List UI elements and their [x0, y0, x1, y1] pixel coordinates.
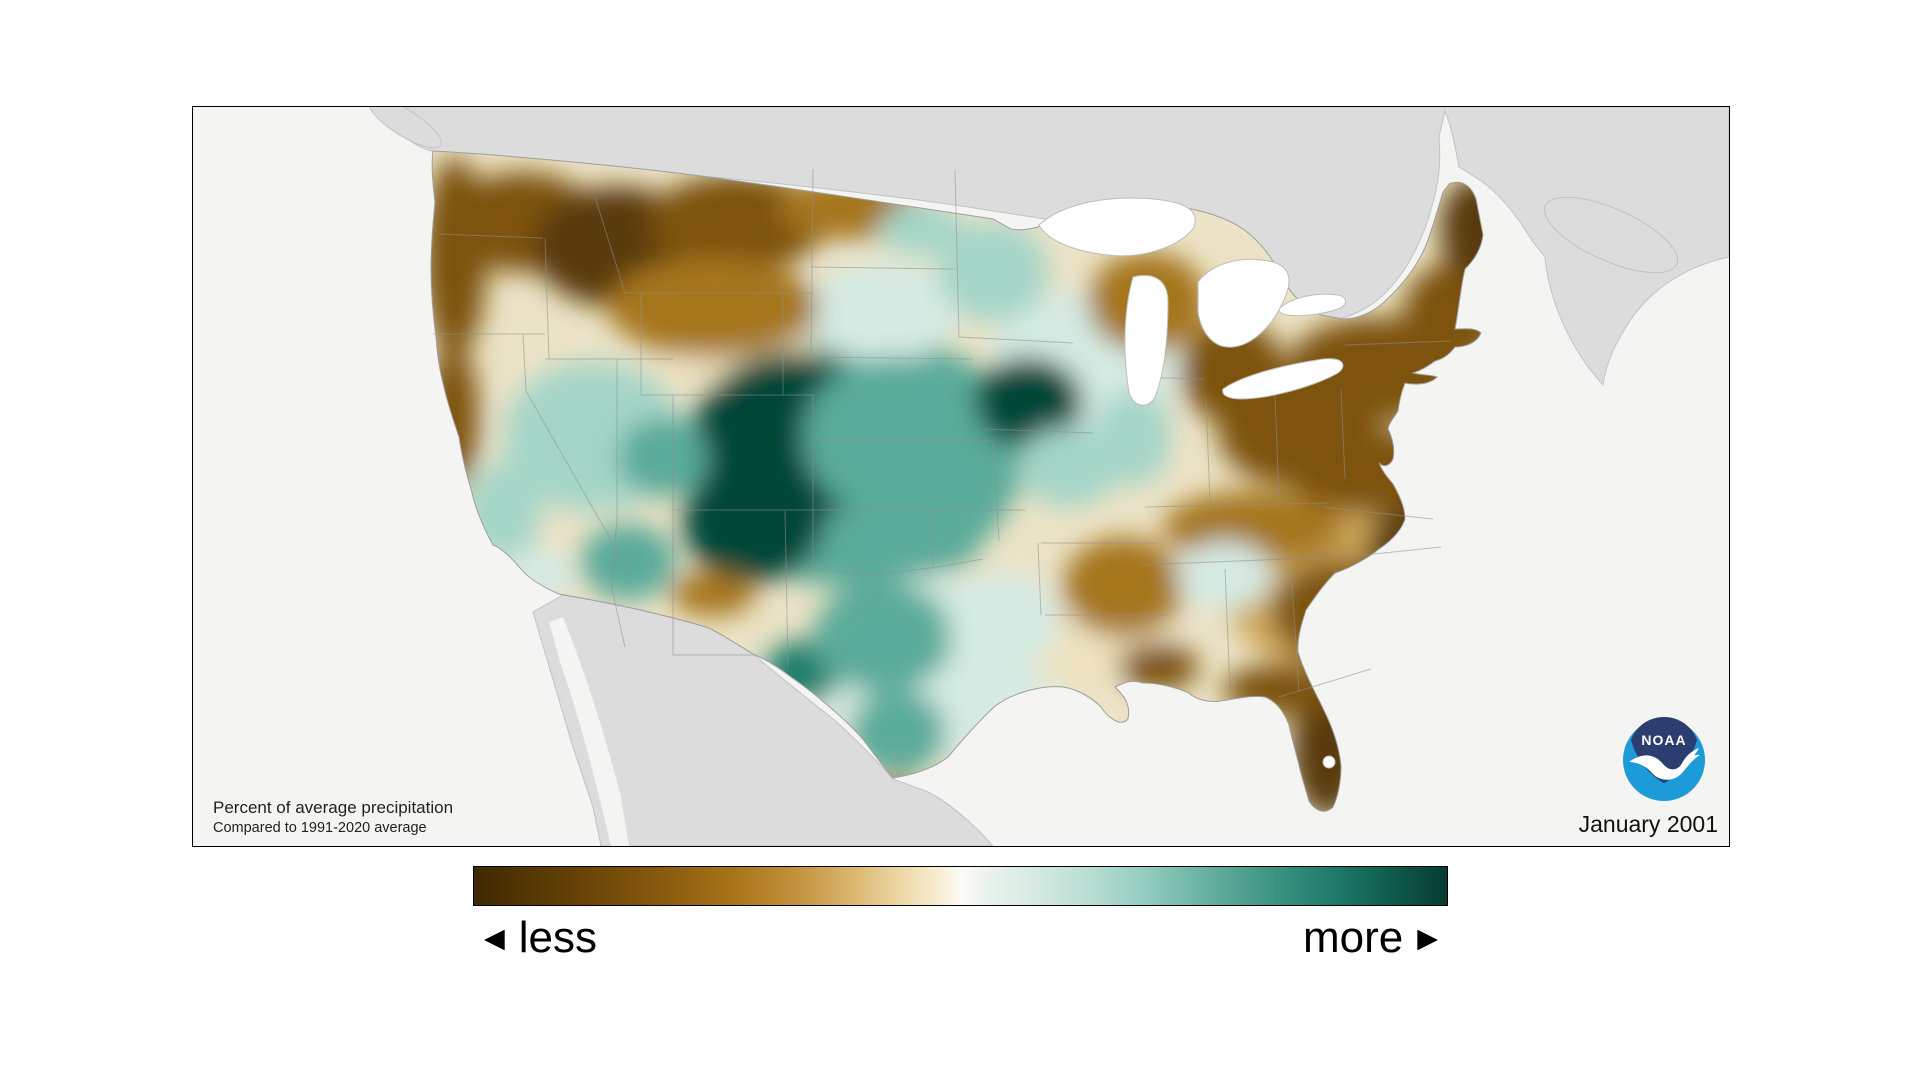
region-california-south — [500, 549, 576, 601]
region-louisiana-delta — [1118, 643, 1198, 691]
state-border-line — [522, 333, 632, 576]
state-border-line — [784, 510, 789, 668]
state-border-line — [438, 233, 544, 239]
state-border-line — [1205, 396, 1211, 504]
region-georgia-dry — [1271, 560, 1415, 664]
noaa-logo: NOAA — [1623, 717, 1705, 801]
region-florida-panhandle — [1223, 664, 1343, 716]
state-border-line — [544, 237, 550, 360]
state-border-line — [610, 520, 626, 648]
region-texas-east-light — [948, 572, 1058, 672]
region-arizona — [580, 524, 676, 600]
state-border-line — [1290, 568, 1300, 693]
legend-more-label: more ▶ — [1303, 910, 1438, 966]
state-border-line — [1037, 542, 1042, 616]
region-carolina-coast-dark — [1366, 503, 1483, 587]
region-california-central — [465, 464, 541, 560]
region-missouri — [1018, 427, 1118, 507]
region-oklahoma — [863, 499, 983, 575]
state-border-line — [810, 266, 956, 270]
state-border-line — [810, 168, 814, 358]
lake-superior — [1038, 197, 1196, 257]
region-texas-south — [850, 690, 946, 774]
state-border-line — [982, 428, 1094, 434]
legend-more-text: more — [1302, 913, 1404, 962]
state-border-line — [992, 440, 1000, 542]
less-arrow-icon: ◀ — [484, 922, 505, 953]
precipitation-map-panel: Percent of average precipitation Compare… — [192, 106, 1730, 847]
region-texas-central — [813, 582, 953, 692]
region-iowa-dark — [973, 357, 1083, 447]
region-dakotas-wash — [808, 262, 958, 362]
map-caption: Percent of average precipitation Compare… — [213, 797, 453, 838]
more-arrow-icon: ▶ — [1417, 922, 1438, 953]
lake-erie — [1222, 358, 1344, 400]
lake-michigan — [1124, 275, 1169, 406]
noaa-seagull-icon — [1629, 754, 1700, 780]
legend-less-text: less — [518, 913, 598, 962]
region-north-california-coast — [431, 345, 479, 489]
state-border-line — [1224, 568, 1231, 690]
state-borders — [433, 168, 1452, 698]
lake-okeechobee — [1322, 755, 1336, 769]
lake-huron — [1197, 258, 1290, 348]
state-border-line — [594, 196, 626, 294]
nova-scotia — [1543, 196, 1679, 274]
state-border-line — [958, 336, 1074, 344]
state-border-line — [810, 438, 994, 442]
noaa-seagull-wing-icon — [1681, 748, 1699, 765]
legend-less-label: ◀ less — [484, 910, 597, 966]
date-label: January 2001 — [1578, 811, 1718, 837]
map-svg — [368, 107, 1729, 846]
state-border-line — [1344, 340, 1452, 346]
region-minnesota-west — [938, 222, 1048, 322]
state-border-line — [1140, 556, 1334, 566]
state-border-line — [1144, 502, 1329, 508]
region-newmexico-border-dry — [671, 572, 755, 616]
region-montana-wyoming — [608, 257, 818, 357]
vancouver-island — [368, 107, 442, 149]
state-border-line — [954, 170, 960, 338]
caption-title: Percent of average precipitation — [213, 798, 454, 818]
state-border-line — [808, 356, 974, 360]
colorbar — [473, 866, 1448, 906]
state-border-line — [1340, 388, 1346, 480]
region-utah-colorado — [618, 417, 708, 497]
region-maine-dark — [1440, 177, 1483, 281]
region-north-dakota-pocket — [879, 203, 963, 255]
gulf-of-california — [549, 617, 629, 846]
state-border-line — [812, 558, 984, 576]
state-border-line — [1278, 668, 1372, 698]
region-arkansas-louisiana — [1063, 537, 1183, 637]
caption-subtitle: Compared to 1991-2020 average — [213, 820, 427, 837]
region-plains-medium — [803, 357, 983, 517]
region-colorado-newmexico-dark — [683, 462, 823, 582]
state-border-line — [1344, 546, 1442, 558]
state-border-line — [1322, 506, 1434, 520]
region-illinois-west — [1095, 389, 1171, 485]
state-border-line — [1274, 394, 1280, 500]
lake-ontario — [1278, 293, 1346, 317]
noaa-logo-text: NOAA — [1641, 732, 1686, 748]
